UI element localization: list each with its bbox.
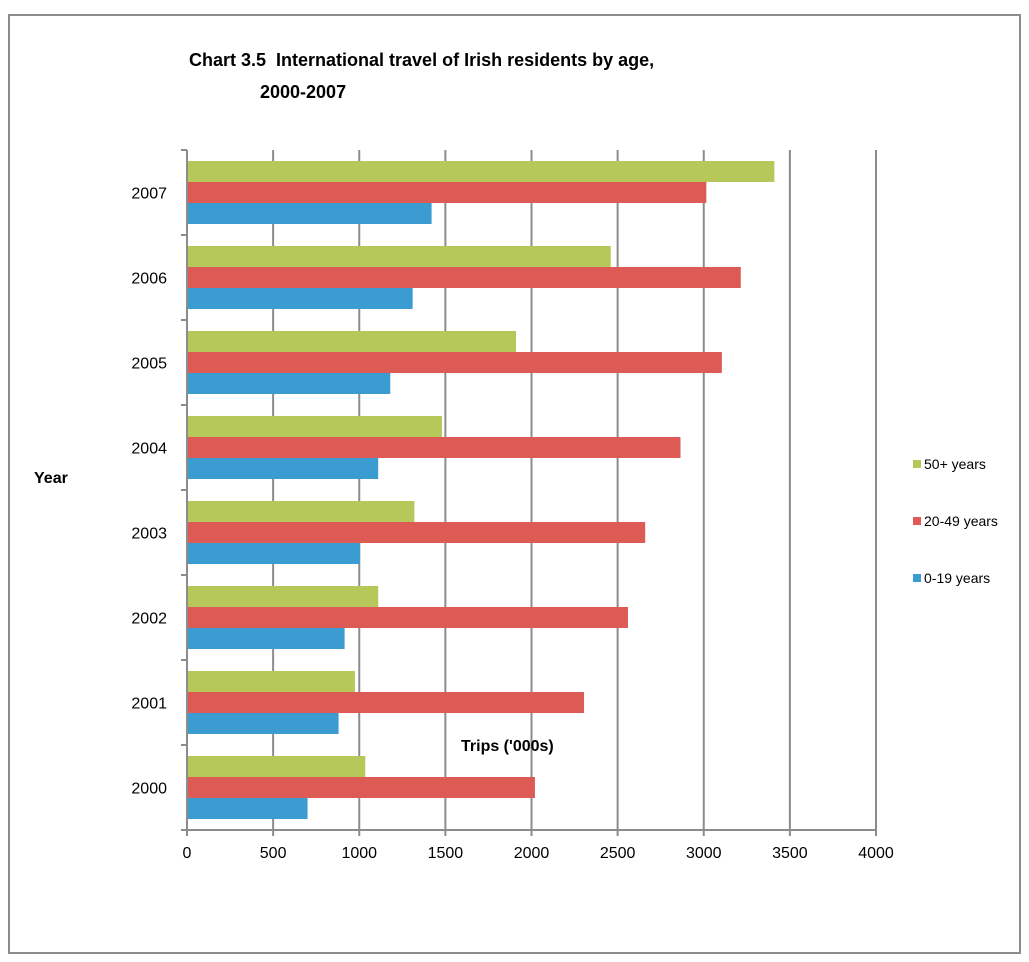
bar-50-years-2006 — [187, 246, 611, 267]
legend-label: 50+ years — [924, 456, 986, 472]
y-tick-label: 2006 — [131, 271, 167, 288]
y-tick-label: 2000 — [131, 781, 167, 798]
bar-50-years-2003 — [187, 501, 415, 522]
bar-20-49-years-2007 — [187, 182, 707, 203]
bar-20-49-years-2005 — [187, 352, 722, 373]
bar-50-years-2004 — [187, 416, 442, 437]
bar-0-19-years-2000 — [187, 798, 308, 819]
x-tick-label: 500 — [260, 845, 287, 862]
legend-label: 0-19 years — [924, 570, 991, 586]
x-tick-label: 4000 — [858, 845, 894, 862]
bar-0-19-years-2001 — [187, 713, 339, 734]
x-tick-label: 2000 — [514, 845, 550, 862]
x-tick-label: 0 — [183, 845, 192, 862]
y-tick-label: 2003 — [131, 526, 167, 543]
bar-50-years-2000 — [187, 756, 366, 777]
axes — [181, 149, 877, 836]
bar-0-19-years-2005 — [187, 373, 391, 394]
bar-20-49-years-2003 — [187, 522, 646, 543]
y-tick-label: 2007 — [131, 186, 167, 203]
legend-item: 20-49 years — [913, 513, 998, 529]
x-tick-label: 1500 — [428, 845, 464, 862]
legend-item: 0-19 years — [913, 570, 998, 586]
y-axis-title: Year — [34, 470, 68, 487]
bar-20-49-years-2002 — [187, 607, 628, 628]
bar-50-years-2007 — [187, 161, 775, 182]
bar-0-19-years-2007 — [187, 203, 432, 224]
bars — [187, 161, 775, 819]
bar-50-years-2005 — [187, 331, 516, 352]
bar-20-49-years-2006 — [187, 267, 741, 288]
y-tick-label: 2001 — [131, 696, 167, 713]
bar-0-19-years-2004 — [187, 458, 379, 479]
bar-20-49-years-2004 — [187, 437, 681, 458]
x-tick-labels: 0 500 1000 1500 2000 2500 3000 3500 4000 — [183, 845, 894, 862]
y-tick-label: 2004 — [131, 441, 167, 458]
legend-item: 50+ years — [913, 456, 998, 472]
y-tick-label: 2005 — [131, 356, 167, 373]
x-axis-title: Trips ('000s) — [461, 738, 554, 755]
x-tick-label: 3500 — [772, 845, 808, 862]
x-tick-label: 1000 — [341, 845, 377, 862]
bar-0-19-years-2002 — [187, 628, 345, 649]
x-tick-label: 3000 — [686, 845, 722, 862]
legend-label: 20-49 years — [924, 513, 998, 529]
bar-50-years-2001 — [187, 671, 355, 692]
legend-swatch — [913, 574, 921, 583]
legend-swatch — [913, 460, 921, 469]
bar-50-years-2002 — [187, 586, 379, 607]
bar-20-49-years-2000 — [187, 777, 535, 798]
chart-title: Chart 3.5 International travel of Irish … — [189, 50, 655, 70]
bar-0-19-years-2006 — [187, 288, 413, 309]
bar-0-19-years-2003 — [187, 543, 361, 564]
bar-20-49-years-2001 — [187, 692, 585, 713]
legend: 50+ years 20-49 years 0-19 years — [913, 456, 998, 627]
y-tick-label: 2002 — [131, 611, 167, 628]
legend-swatch — [913, 517, 921, 526]
chart-title-years: 2000-2007 — [260, 82, 347, 102]
x-tick-label: 2500 — [600, 845, 636, 862]
y-tick-labels: 2000 2001 2002 2003 2004 2005 2006 2007 — [131, 186, 167, 798]
